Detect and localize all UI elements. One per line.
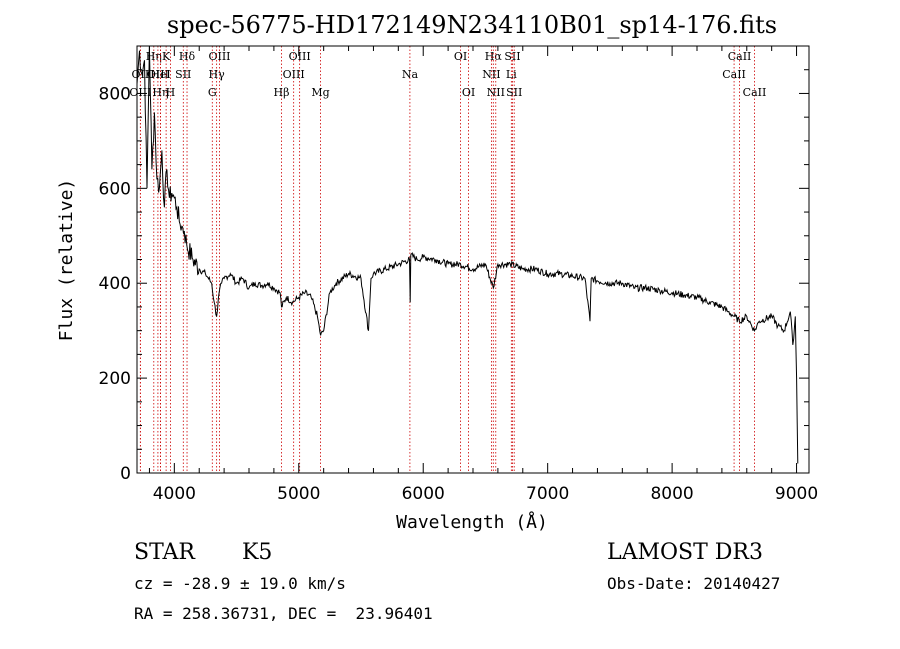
plot-frame bbox=[136, 45, 810, 474]
y-tick-label-400: 400 bbox=[99, 274, 131, 294]
line-label-6: K bbox=[162, 50, 171, 63]
x-axis-ticks: 4000 5000 6000 7000 8000 9000 bbox=[148, 46, 818, 504]
line-label-18: OI bbox=[454, 50, 467, 63]
spectrum-line bbox=[136, 45, 799, 464]
object-subclass: K5 bbox=[242, 540, 273, 565]
redshift-cz: cz = -28.9 ± 19.0 km/s bbox=[134, 574, 346, 593]
object-class: STAR bbox=[134, 540, 195, 565]
x-tick-label-9000: 9000 bbox=[775, 484, 818, 504]
x-tick-label-8000: 8000 bbox=[650, 484, 693, 504]
x-tick-label-7000: 7000 bbox=[526, 484, 569, 504]
x-tick-label-5000: 5000 bbox=[277, 484, 320, 504]
line-label-26: CaII bbox=[728, 50, 752, 63]
line-label-13: Hβ bbox=[274, 86, 290, 99]
line-label-27: CaII bbox=[722, 68, 746, 81]
x-tick-label-4000: 4000 bbox=[153, 484, 196, 504]
chart-title: spec-56775-HD172149N234110B01_sp14-176.f… bbox=[167, 11, 777, 39]
y-tick-label-600: 600 bbox=[99, 179, 131, 199]
y-tick-label-0: 0 bbox=[120, 464, 131, 484]
line-label-25: SII bbox=[506, 86, 522, 99]
line-label-7: H bbox=[166, 86, 176, 99]
line-label-20: Hα bbox=[485, 50, 503, 63]
line-label-23: SII bbox=[504, 50, 520, 63]
line-label-4: OIII bbox=[129, 86, 151, 99]
line-label-14: OIII bbox=[289, 50, 311, 63]
y-tick-label-800: 800 bbox=[99, 84, 131, 104]
line-label-16: Mg bbox=[311, 86, 329, 99]
line-label-12: G bbox=[208, 86, 217, 99]
line-label-24: Li bbox=[506, 68, 517, 81]
y-tick-label-200: 200 bbox=[99, 369, 131, 389]
line-label-5: Hη bbox=[152, 86, 168, 99]
line-label-28: CaII bbox=[743, 86, 767, 99]
line-label-19: OI bbox=[462, 86, 475, 99]
line-label-15: OIII bbox=[283, 68, 305, 81]
line-label-2: OIII bbox=[147, 68, 169, 81]
line-label-9: Hδ bbox=[179, 50, 196, 63]
spectrum-series bbox=[136, 45, 799, 464]
line-label-17: Na bbox=[402, 68, 419, 81]
x-tick-label-6000: 6000 bbox=[402, 484, 445, 504]
line-label-10: OIII bbox=[208, 50, 230, 63]
line-label-0: Hη bbox=[146, 50, 162, 63]
y-axis-ticks: 0 200 400 600 800 bbox=[99, 45, 809, 484]
obs-date: Obs-Date: 20140427 bbox=[607, 574, 781, 593]
line-label-11: Hγ bbox=[209, 68, 226, 81]
y-axis-label: Flux (relative) bbox=[56, 179, 77, 342]
line-label-22: NII bbox=[487, 86, 505, 99]
line-label-21: NII bbox=[482, 68, 500, 81]
survey-name: LAMOST DR3 bbox=[607, 540, 763, 565]
line-label-8: SII bbox=[175, 68, 191, 81]
ra-dec: RA = 258.36731, DEC = 23.96401 bbox=[134, 604, 433, 623]
x-axis-label: Wavelength (Å) bbox=[396, 511, 548, 533]
